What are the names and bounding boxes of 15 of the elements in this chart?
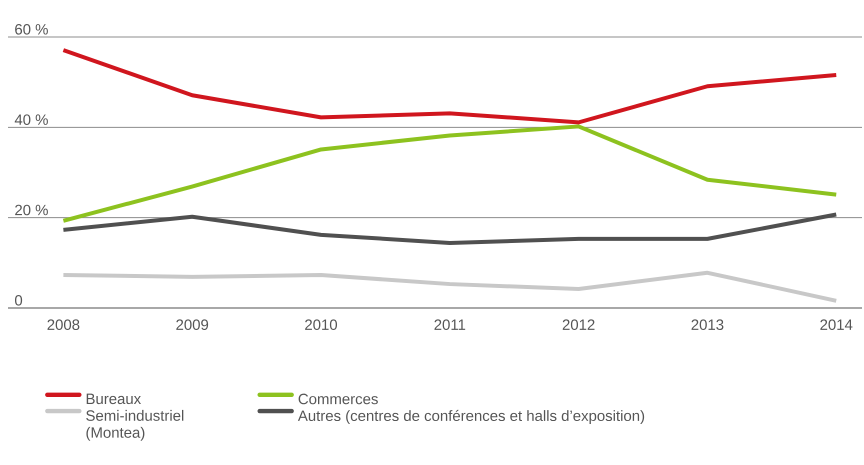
x-tick-label: 2013 [692, 319, 724, 330]
legend-label: Bureaux [86, 394, 141, 404]
y-tick-label: 60 % [15, 24, 48, 35]
x-tick-label: 2012 [562, 319, 594, 330]
legend-label: Autres (centres de conférences et halls d’exposition) [298, 410, 644, 424]
x-tick-label: 2014 [820, 319, 852, 330]
x-tick-label: 2009 [176, 319, 208, 330]
y-tick-label: 0 [14, 295, 22, 306]
x-tick-label: 2008 [48, 319, 80, 330]
legend-label: Semi-industriel (Montea) [86, 410, 184, 441]
legend-label: Commerces [298, 394, 378, 404]
y-tick-label: 40 % [14, 114, 48, 125]
y-tick-label: 20 % [15, 204, 48, 216]
x-tick-label: 2011 [434, 319, 466, 330]
x-tick-label: 2010 [305, 319, 338, 330]
